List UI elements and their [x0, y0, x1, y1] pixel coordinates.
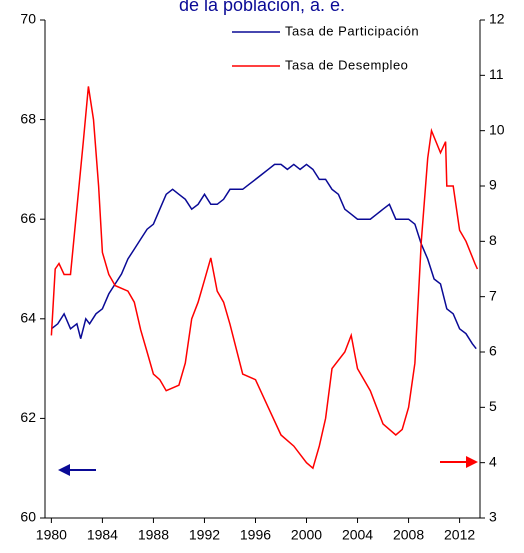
x-tick-label: 1984: [87, 527, 118, 543]
y2-tick-label: 5: [489, 398, 497, 414]
y-tick-label: 70: [20, 11, 36, 27]
chart-title: de la población, a. e.: [179, 0, 345, 15]
x-tick-label: 1980: [36, 527, 67, 543]
y-tick-label: 60: [20, 509, 36, 525]
y2-tick-label: 4: [489, 453, 497, 469]
axis-arrow-head: [58, 464, 70, 476]
x-tick-label: 2012: [444, 527, 475, 543]
legend-label: Tasa de Participación: [285, 23, 419, 38]
series-line: [50, 163, 477, 350]
y-tick-label: 66: [20, 210, 36, 226]
legend-label: Tasa de Desempleo: [285, 57, 408, 72]
x-tick-label: 1996: [240, 527, 271, 543]
y-tick-label: 62: [20, 409, 36, 425]
series-line: [50, 86, 479, 470]
y2-tick-label: 3: [489, 509, 497, 525]
y2-tick-label: 11: [489, 66, 504, 82]
y2-tick-label: 7: [489, 287, 497, 303]
y2-tick-label: 8: [489, 232, 497, 248]
x-tick-label: 2008: [393, 527, 424, 543]
x-tick-label: 2004: [342, 527, 373, 543]
y-tick-label: 68: [20, 110, 36, 126]
x-tick-label: 1988: [138, 527, 169, 543]
y-tick-label: 64: [20, 310, 36, 326]
y2-tick-label: 9: [489, 177, 497, 193]
x-tick-label: 1992: [189, 527, 220, 543]
axis-arrow-head: [466, 456, 478, 468]
y2-tick-label: 6: [489, 343, 497, 359]
y2-tick-label: 10: [489, 121, 505, 137]
x-tick-label: 2000: [291, 527, 322, 543]
y2-tick-label: 12: [489, 11, 505, 27]
